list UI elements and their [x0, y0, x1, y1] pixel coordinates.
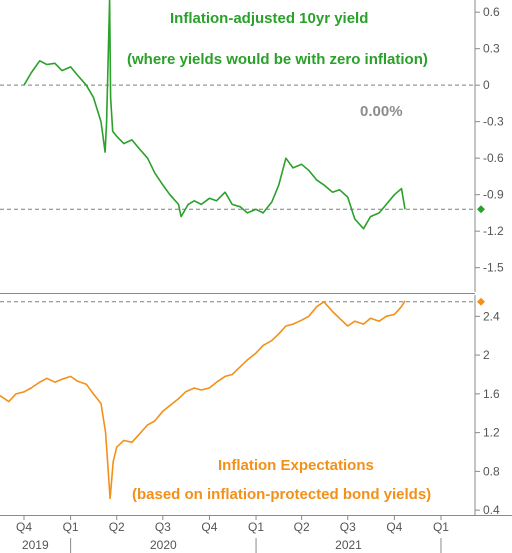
quarter-label: Q1: [63, 520, 79, 534]
real-yield-y-tick-label: 0: [483, 78, 490, 92]
quarter-label: Q2: [109, 520, 125, 534]
real-yield-series-line: [23, 0, 406, 230]
expectations-y-tick-label: 2.4: [483, 309, 500, 323]
real-yield-panel: 0.6 0.3 0 -0.3 -0.6 -0.9 -1.2 -1.5: [0, 0, 504, 292]
quarter-label: Q3: [340, 520, 356, 534]
quarter-label: Q3: [155, 520, 171, 534]
expectations-y-tick-label: 2: [483, 348, 490, 362]
real-yield-last-value-marker: [477, 205, 485, 214]
time-axis: Q4 Q1 Q2 Q3 Q4 Q1 Q2 Q3 Q4 Q1 2019 2020 2021: [0, 293, 512, 553]
year-label: 2019: [22, 538, 49, 552]
real-yield-y-tick-label: -0.9: [483, 188, 504, 202]
real-yield-y-tick-label: -1.2: [483, 224, 504, 238]
quarter-label: Q1: [248, 520, 264, 534]
expectations-series-line: [0, 300, 406, 500]
expectations-y-tick-label: 0.4: [483, 503, 500, 517]
expectations-y-tick-label: 0.8: [483, 464, 500, 478]
real-yield-y-tick-label: 0.6: [483, 5, 500, 19]
expectations-y-tick-label: 1.2: [483, 426, 500, 440]
year-label: 2021: [335, 538, 362, 552]
real-yield-y-tick-label: -0.6: [483, 151, 504, 165]
real-yield-y-tick-label: 0.3: [483, 42, 500, 56]
quarter-label: Q1: [433, 520, 449, 534]
real-yield-subtitle: (where yields would be with zero inflati…: [127, 51, 428, 68]
real-yield-y-tick-label: -1.5: [483, 261, 504, 275]
zero-percent-label: 0.00%: [360, 103, 403, 120]
inflation-expectations-panel: 2.4 2 1.6 1.2 0.8 0.4: [0, 295, 500, 517]
expectations-title: Inflation Expectations: [218, 457, 374, 474]
quarter-label: Q4: [386, 520, 402, 534]
year-label: 2020: [150, 538, 177, 552]
quarter-label: Q2: [294, 520, 310, 534]
real-yield-y-tick-label: -0.3: [483, 115, 504, 129]
quarter-label: Q4: [201, 520, 217, 534]
expectations-last-value-marker: [477, 297, 485, 306]
real-yield-title: Inflation-adjusted 10yr yield: [170, 10, 369, 27]
expectations-subtitle: (based on inflation-protected bond yield…: [132, 486, 432, 503]
expectations-y-tick-label: 1.6: [483, 387, 500, 401]
quarter-label: Q4: [16, 520, 32, 534]
